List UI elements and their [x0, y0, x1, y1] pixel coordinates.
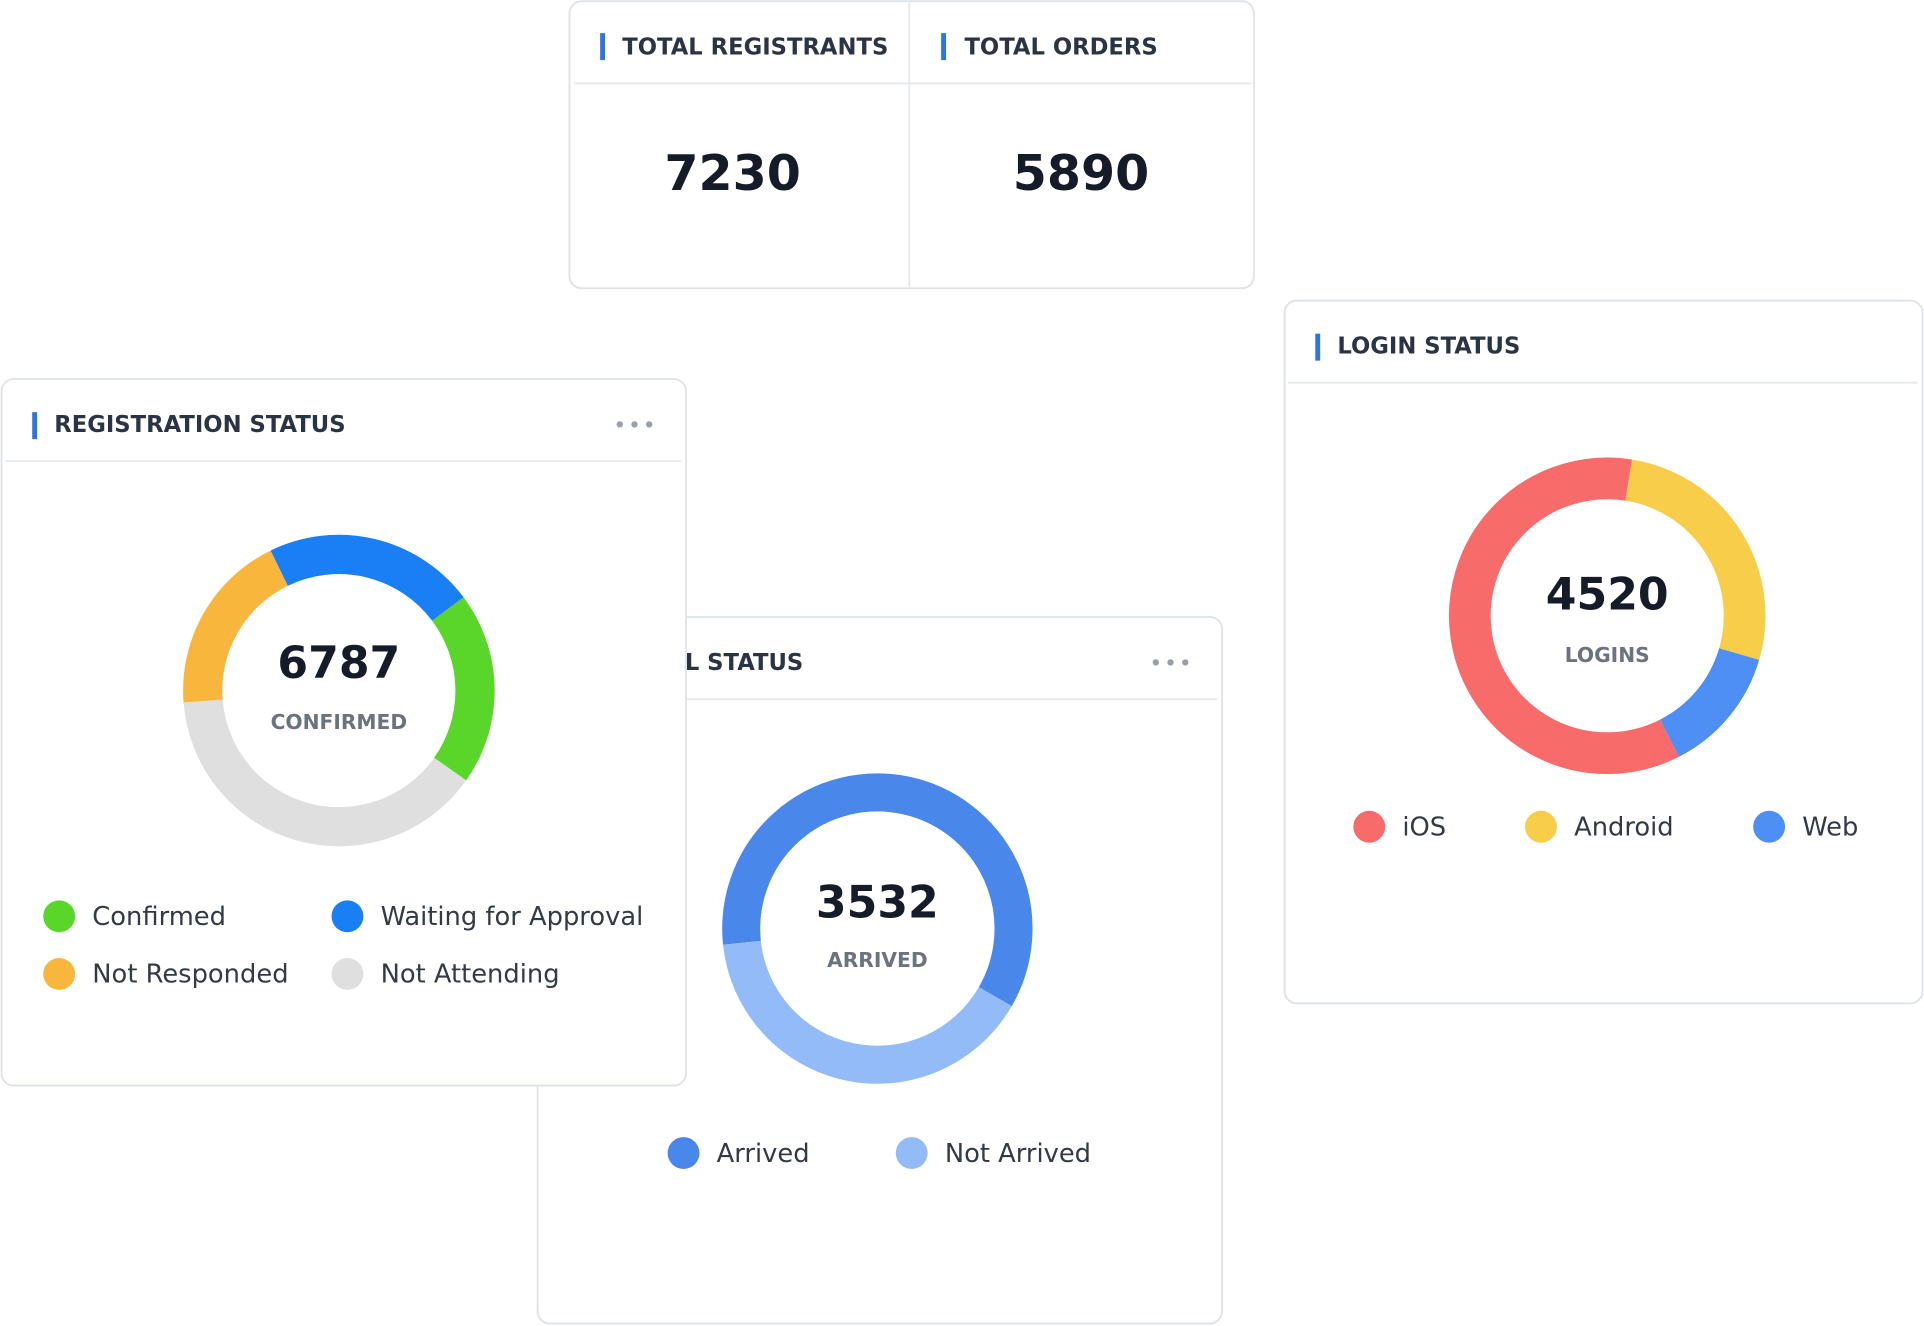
legend-swatch [43, 958, 76, 990]
donut-segment [183, 699, 467, 847]
legend-swatch [331, 958, 364, 990]
center-label: ARRIVED [827, 948, 928, 972]
legend-label: iOS [1402, 812, 1446, 842]
center-value: 4520 [1546, 569, 1669, 620]
legend-swatch [331, 900, 364, 933]
legend-label: Not Responded [92, 960, 288, 990]
accent-bar [941, 33, 947, 61]
accent-bar [600, 33, 606, 61]
center-value: 3532 [816, 877, 939, 928]
legend-label: Not Attending [381, 960, 560, 990]
kpi-value: 5890 [1013, 144, 1150, 202]
more-menu-dot[interactable] [1167, 659, 1174, 666]
more-menu-dot[interactable] [1152, 659, 1159, 666]
legend-label: Android [1574, 812, 1674, 842]
card-background [0, 378, 687, 1087]
more-menu-dot[interactable] [646, 421, 653, 428]
legend-swatch [895, 1137, 928, 1169]
legend-label: Waiting for Approval [381, 902, 644, 932]
kpi-label: TOTAL ORDERS [964, 34, 1157, 60]
card-background [568, 0, 1255, 290]
legend-label: Web [1802, 812, 1858, 842]
donut-segment [723, 940, 1012, 1084]
chart-title: LOGIN STATUS [1337, 334, 1520, 360]
donut-segment [270, 534, 464, 622]
legend-swatch [43, 900, 76, 933]
donut-segment [1624, 459, 1766, 660]
donut-segment [1449, 457, 1680, 774]
donut-segment [1659, 647, 1760, 757]
kpi-card: TOTAL REGISTRANTS TOTAL ORDERS 7230 5890 [568, 0, 1255, 290]
donut-segment [431, 597, 495, 781]
center-value: 6787 [277, 638, 400, 689]
legend-label: Confirmed [92, 902, 226, 932]
accent-bar [32, 412, 38, 440]
center-label: CONFIRMED [271, 710, 408, 734]
kpi-value: 7230 [664, 144, 801, 202]
center-label: LOGINS [1565, 643, 1650, 667]
legend-swatch [1753, 810, 1786, 843]
accent-bar [1315, 333, 1321, 361]
legend-swatch [1525, 810, 1557, 843]
chart-card: REGISTRATION STATUS 6787 CONFIRMED Confirme… [0, 378, 687, 1087]
more-menu-dot[interactable] [1182, 659, 1189, 666]
legend-label: Arrived [717, 1139, 810, 1169]
chart-card: LOGIN STATUS 4520 LOGINS iOS Android Web [1283, 299, 1924, 1005]
donut-segment [722, 773, 1033, 1007]
kpi-label: TOTAL REGISTRANTS [622, 34, 888, 60]
legend-label: Not Arrived [945, 1139, 1091, 1169]
legend-swatch [667, 1137, 700, 1169]
more-menu-dot[interactable] [631, 421, 638, 428]
legend-swatch [1353, 810, 1386, 843]
more-menu-dot[interactable] [616, 421, 623, 428]
donut-segment [183, 550, 289, 703]
chart-title: REGISTRATION STATUS [54, 412, 345, 438]
